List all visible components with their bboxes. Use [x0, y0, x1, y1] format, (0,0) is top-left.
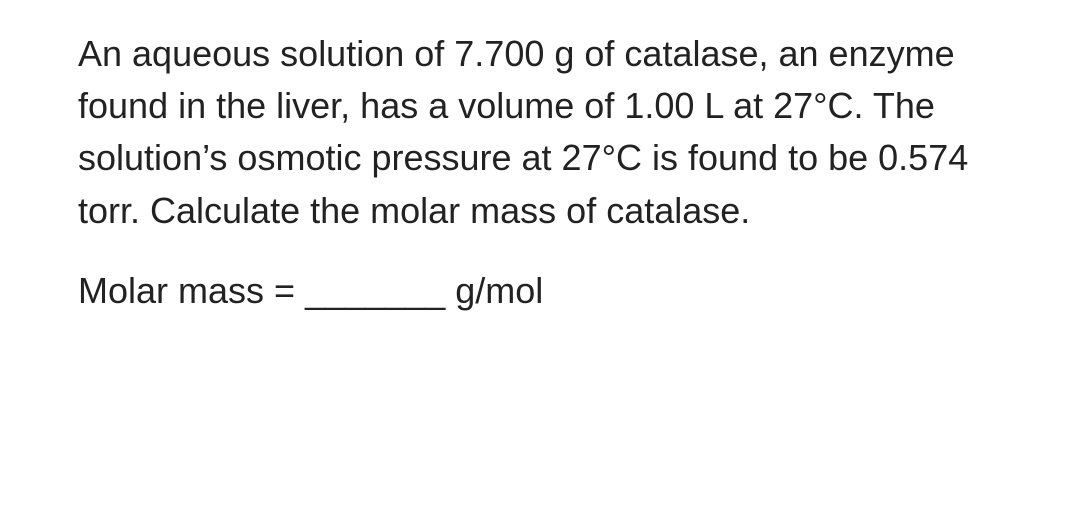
question-body: An aqueous solution of 7.700 g of catala…: [78, 28, 1002, 237]
answer-label: Molar mass =: [78, 270, 295, 311]
answer-line: Molar mass = _______ g/mol: [78, 265, 1002, 317]
question-container: An aqueous solution of 7.700 g of catala…: [0, 0, 1080, 317]
answer-blank: _______: [305, 270, 445, 311]
answer-unit: g/mol: [455, 270, 543, 311]
